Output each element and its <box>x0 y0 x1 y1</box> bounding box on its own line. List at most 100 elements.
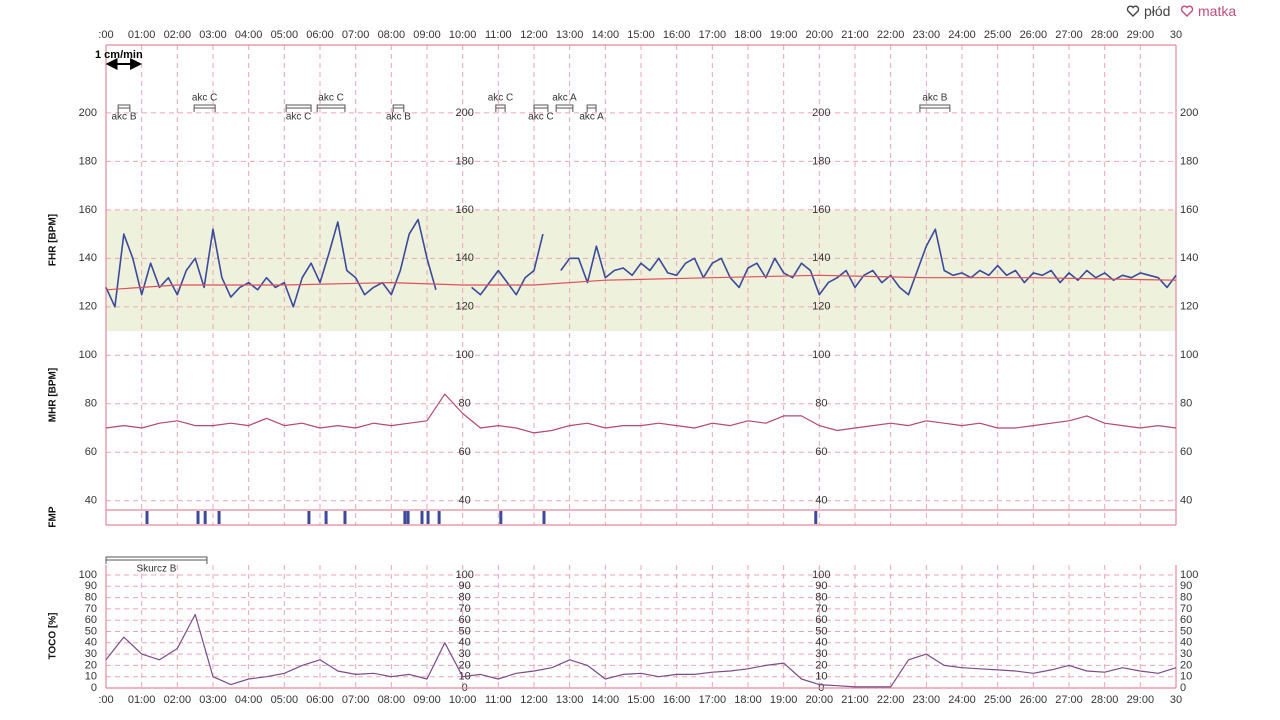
y2-tick-label: 50 <box>1180 625 1192 637</box>
x-tick-label: 09:00 <box>413 29 441 41</box>
fmp-mark <box>437 511 441 524</box>
legend-mother[interactable]: matka <box>1180 3 1236 19</box>
x-tick-label: 10:00 <box>449 29 477 41</box>
x-tick-label: 13:00 <box>556 29 584 41</box>
y2-tick-label: 20 <box>459 659 471 671</box>
y-tick-label: 140 <box>455 252 473 264</box>
x-tick-label: 23:00 <box>913 694 941 706</box>
y2-tick-label: 100 <box>1180 569 1198 581</box>
axis-label: FMP <box>48 506 59 527</box>
x-tick-label: 19:00 <box>770 694 798 706</box>
y-tick-label: 100 <box>812 349 830 361</box>
x-tick-label: 03:00 <box>199 694 227 706</box>
x-tick-label: 08:00 <box>378 29 406 41</box>
annotation-bracket <box>586 104 597 112</box>
y-tick-label: 200 <box>1180 107 1198 119</box>
y-tick-label: 140 <box>79 252 97 264</box>
y-tick-label: 180 <box>79 155 97 167</box>
y2-tick-label: 90 <box>85 580 97 592</box>
x-tick-label: 06:00 <box>306 29 334 41</box>
heart-icon <box>1126 5 1140 17</box>
x-tick-label: 13:00 <box>556 694 584 706</box>
x-tick-label: 04:00 <box>235 29 263 41</box>
x-tick-label: 22:00 <box>877 694 905 706</box>
annotation-bracket <box>555 104 574 112</box>
series-line <box>105 274 1177 291</box>
y-tick-label: 120 <box>1180 301 1198 313</box>
y2-tick-label: 100 <box>79 569 97 581</box>
y-tick-label: 80 <box>1180 398 1192 410</box>
x-tick-label: 09:00 <box>413 694 441 706</box>
annotation-label: akc A <box>579 112 604 123</box>
y2-tick-label: 70 <box>85 603 97 615</box>
y2-tick-label: 80 <box>815 592 827 604</box>
x-tick-label: 02:00 <box>164 694 192 706</box>
y-tick-label: 40 <box>459 495 471 507</box>
x-tick-label: 19:00 <box>770 29 798 41</box>
annotation-label: akc A <box>552 93 577 104</box>
y2-tick-label: 70 <box>815 603 827 615</box>
x-tick-label: 24:00 <box>948 29 976 41</box>
y-tick-label: 200 <box>455 107 473 119</box>
fmp-mark <box>499 511 503 524</box>
x-tick-label: 30 <box>1170 29 1182 41</box>
x-tick-label: 14:00 <box>592 694 620 706</box>
annotation-label: akc B <box>112 112 137 123</box>
fmp-mark <box>403 511 407 524</box>
y2-tick-label: 0 <box>91 682 97 694</box>
x-tick-label: 12:00 <box>520 29 548 41</box>
x-tick-label: 27:00 <box>1055 694 1083 706</box>
y2-tick-label: 10 <box>1180 671 1192 683</box>
legend-label: matka <box>1198 3 1237 19</box>
y2-tick-label: 80 <box>459 592 471 604</box>
y2-tick-label: 0 <box>1180 682 1186 694</box>
series-line <box>105 393 1177 434</box>
x-tick-label: 14:00 <box>592 29 620 41</box>
fmp-mark <box>307 511 311 524</box>
y2-tick-label: 60 <box>85 614 97 626</box>
annotation-bracket <box>285 104 312 112</box>
y-tick-label: 40 <box>85 495 97 507</box>
x-tick-label: 05:00 <box>271 694 299 706</box>
x-tick-label: 07:00 <box>342 694 370 706</box>
y2-tick-label: 10 <box>815 671 827 683</box>
y-tick-label: 140 <box>1180 252 1198 264</box>
fmp-mark <box>196 511 200 524</box>
y2-tick-label: 30 <box>1180 648 1192 660</box>
x-tick-label: 26:00 <box>1020 29 1048 41</box>
y2-tick-label: 60 <box>815 614 827 626</box>
y2-tick-label: 80 <box>85 592 97 604</box>
x-tick-label: 02:00 <box>164 29 192 41</box>
x-tick-label: 04:00 <box>235 694 263 706</box>
y-tick-label: 120 <box>455 301 473 313</box>
fmp-mark <box>406 511 410 524</box>
annotation-label: akc C <box>318 93 344 104</box>
x-tick-label: 30 <box>1170 694 1182 706</box>
y2-tick-label: 20 <box>1180 659 1192 671</box>
fmp-mark <box>420 511 424 524</box>
y2-tick-label: 20 <box>815 659 827 671</box>
y-tick-label: 200 <box>812 107 830 119</box>
fmp-mark <box>426 511 430 524</box>
annotation-bracket <box>117 104 131 112</box>
x-tick-label: 11:00 <box>485 694 512 706</box>
y-tick-label: 140 <box>812 252 830 264</box>
x-tick-label: 01:00 <box>128 29 156 41</box>
y-tick-label: 160 <box>812 204 830 216</box>
y-tick-label: 40 <box>815 495 827 507</box>
y2-tick-label: 60 <box>1180 614 1192 626</box>
axis-label: FHR [BPM] <box>48 214 59 266</box>
y-tick-label: 60 <box>1180 446 1192 458</box>
fmp-mark <box>145 511 149 524</box>
y-tick-label: 160 <box>1180 204 1198 216</box>
x-tick-label: 28:00 <box>1091 29 1119 41</box>
annotation-label: akc C <box>286 112 312 123</box>
y2-tick-label: 20 <box>85 659 97 671</box>
x-tick-label: 20:00 <box>806 29 834 41</box>
annotation-bracket <box>105 556 208 564</box>
x-tick-label: 01:00 <box>128 694 156 706</box>
legend-fetus[interactable]: płód <box>1126 3 1170 19</box>
y-tick-label: 180 <box>1180 155 1198 167</box>
annotation-label: akc C <box>528 112 554 123</box>
